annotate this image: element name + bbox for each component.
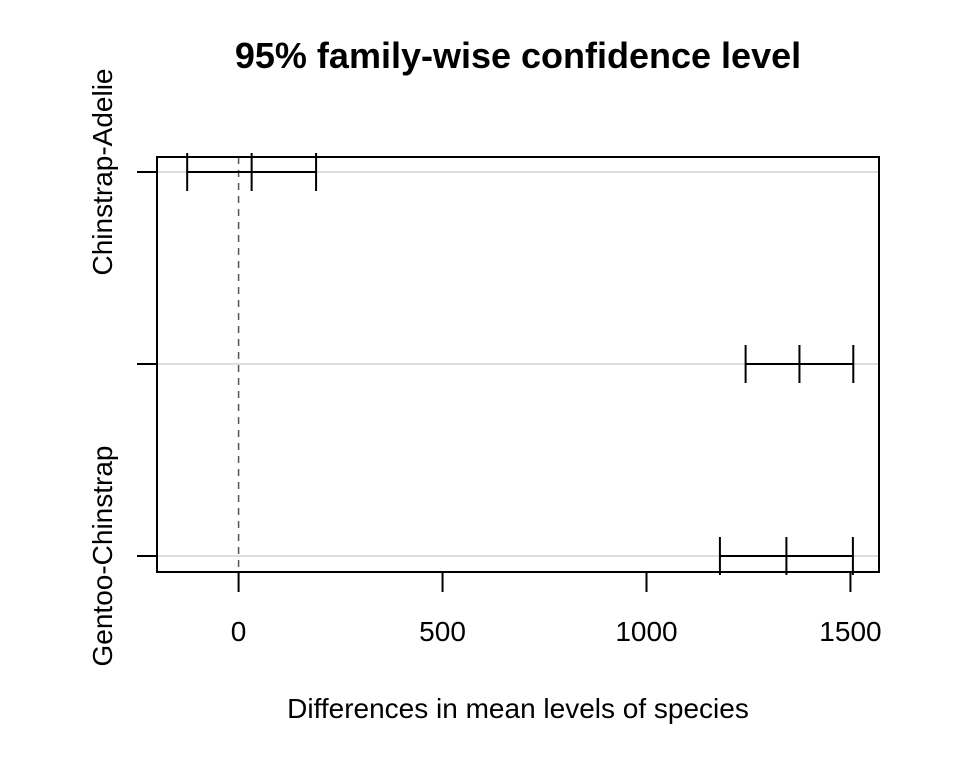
interval-mark bbox=[718, 537, 854, 575]
y-axis: Chinstrap-Adelie Gentoo-Chinstrap bbox=[87, 69, 157, 667]
x-tick-label: 0 bbox=[231, 616, 247, 647]
interval-mark bbox=[186, 153, 318, 191]
chart-title: 95% family-wise confidence level bbox=[235, 35, 801, 76]
x-tick-label: 500 bbox=[419, 616, 466, 647]
x-tick-label: 1000 bbox=[615, 616, 677, 647]
interval-mark bbox=[744, 345, 855, 383]
confidence-intervals bbox=[186, 153, 855, 575]
x-tick-label: 1500 bbox=[819, 616, 881, 647]
x-axis-label: Differences in mean levels of species bbox=[287, 693, 749, 724]
y-tick-label: Gentoo-Chinstrap bbox=[87, 445, 118, 666]
x-axis: 0 500 1000 1500 bbox=[231, 572, 882, 647]
y-tick-label: Chinstrap-Adelie bbox=[87, 69, 118, 276]
